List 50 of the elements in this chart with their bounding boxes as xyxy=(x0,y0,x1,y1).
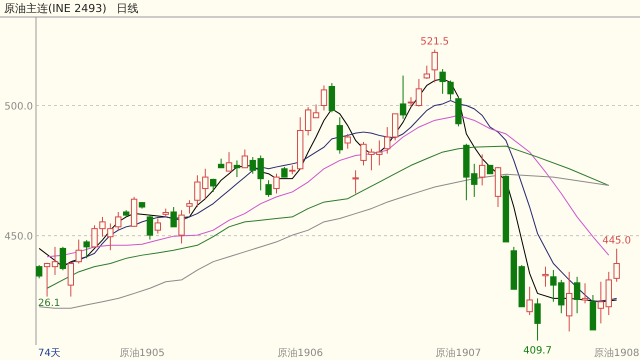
y-tick-label: 500.0 xyxy=(4,102,33,113)
annotation: 26.1 xyxy=(38,298,60,309)
candlestick xyxy=(534,298,541,342)
candlestick xyxy=(542,266,549,288)
candlestick xyxy=(320,84,328,111)
candlestick xyxy=(242,149,248,168)
candlestick xyxy=(146,214,154,240)
annotation: 445.0 xyxy=(602,236,631,247)
candlestick xyxy=(400,75,406,120)
candlestick xyxy=(154,218,162,234)
candlestick xyxy=(210,178,216,192)
x-tick-label: 原油1907 xyxy=(436,347,482,359)
candlestick xyxy=(478,154,486,186)
candlestick xyxy=(83,240,90,259)
candlestick xyxy=(432,49,438,83)
candlestick xyxy=(178,210,185,244)
x-tick-label: 原油1906 xyxy=(278,347,323,359)
candlestick xyxy=(566,271,572,332)
candlestick xyxy=(234,160,240,178)
text: 74天 xyxy=(38,348,61,359)
annotation: 521.5 xyxy=(420,36,450,48)
candlestick xyxy=(60,246,66,271)
candlestick xyxy=(186,200,193,214)
candlestick xyxy=(344,133,351,150)
candlestick xyxy=(613,248,620,282)
x-tick-label: 原油1905 xyxy=(119,347,165,359)
x-tick-label: 原油1908 xyxy=(594,347,640,359)
candlestick xyxy=(424,65,430,80)
y-tick-label: 450.0 xyxy=(4,232,33,243)
candlestick xyxy=(226,152,232,172)
candlestick xyxy=(273,173,280,194)
candlestick xyxy=(447,80,454,100)
candlestick xyxy=(218,158,224,168)
chart-subtitle: 日线 xyxy=(116,2,138,15)
candlestick xyxy=(526,286,533,316)
candlestick xyxy=(574,276,580,314)
candlestick xyxy=(265,180,272,198)
candlestick xyxy=(281,166,288,178)
candlestick xyxy=(36,264,42,279)
candlestick xyxy=(328,82,336,113)
candlestick xyxy=(582,282,588,304)
chart-title: 原油主连(INE 2493) xyxy=(4,2,106,15)
candlestick xyxy=(115,211,122,231)
candlestick xyxy=(352,170,359,194)
candlestick xyxy=(68,261,74,298)
candlestick xyxy=(439,68,446,94)
annotation: 409.7 xyxy=(523,346,552,357)
candlestick xyxy=(91,224,98,248)
candlestick xyxy=(170,206,177,228)
candlestick xyxy=(76,239,82,264)
